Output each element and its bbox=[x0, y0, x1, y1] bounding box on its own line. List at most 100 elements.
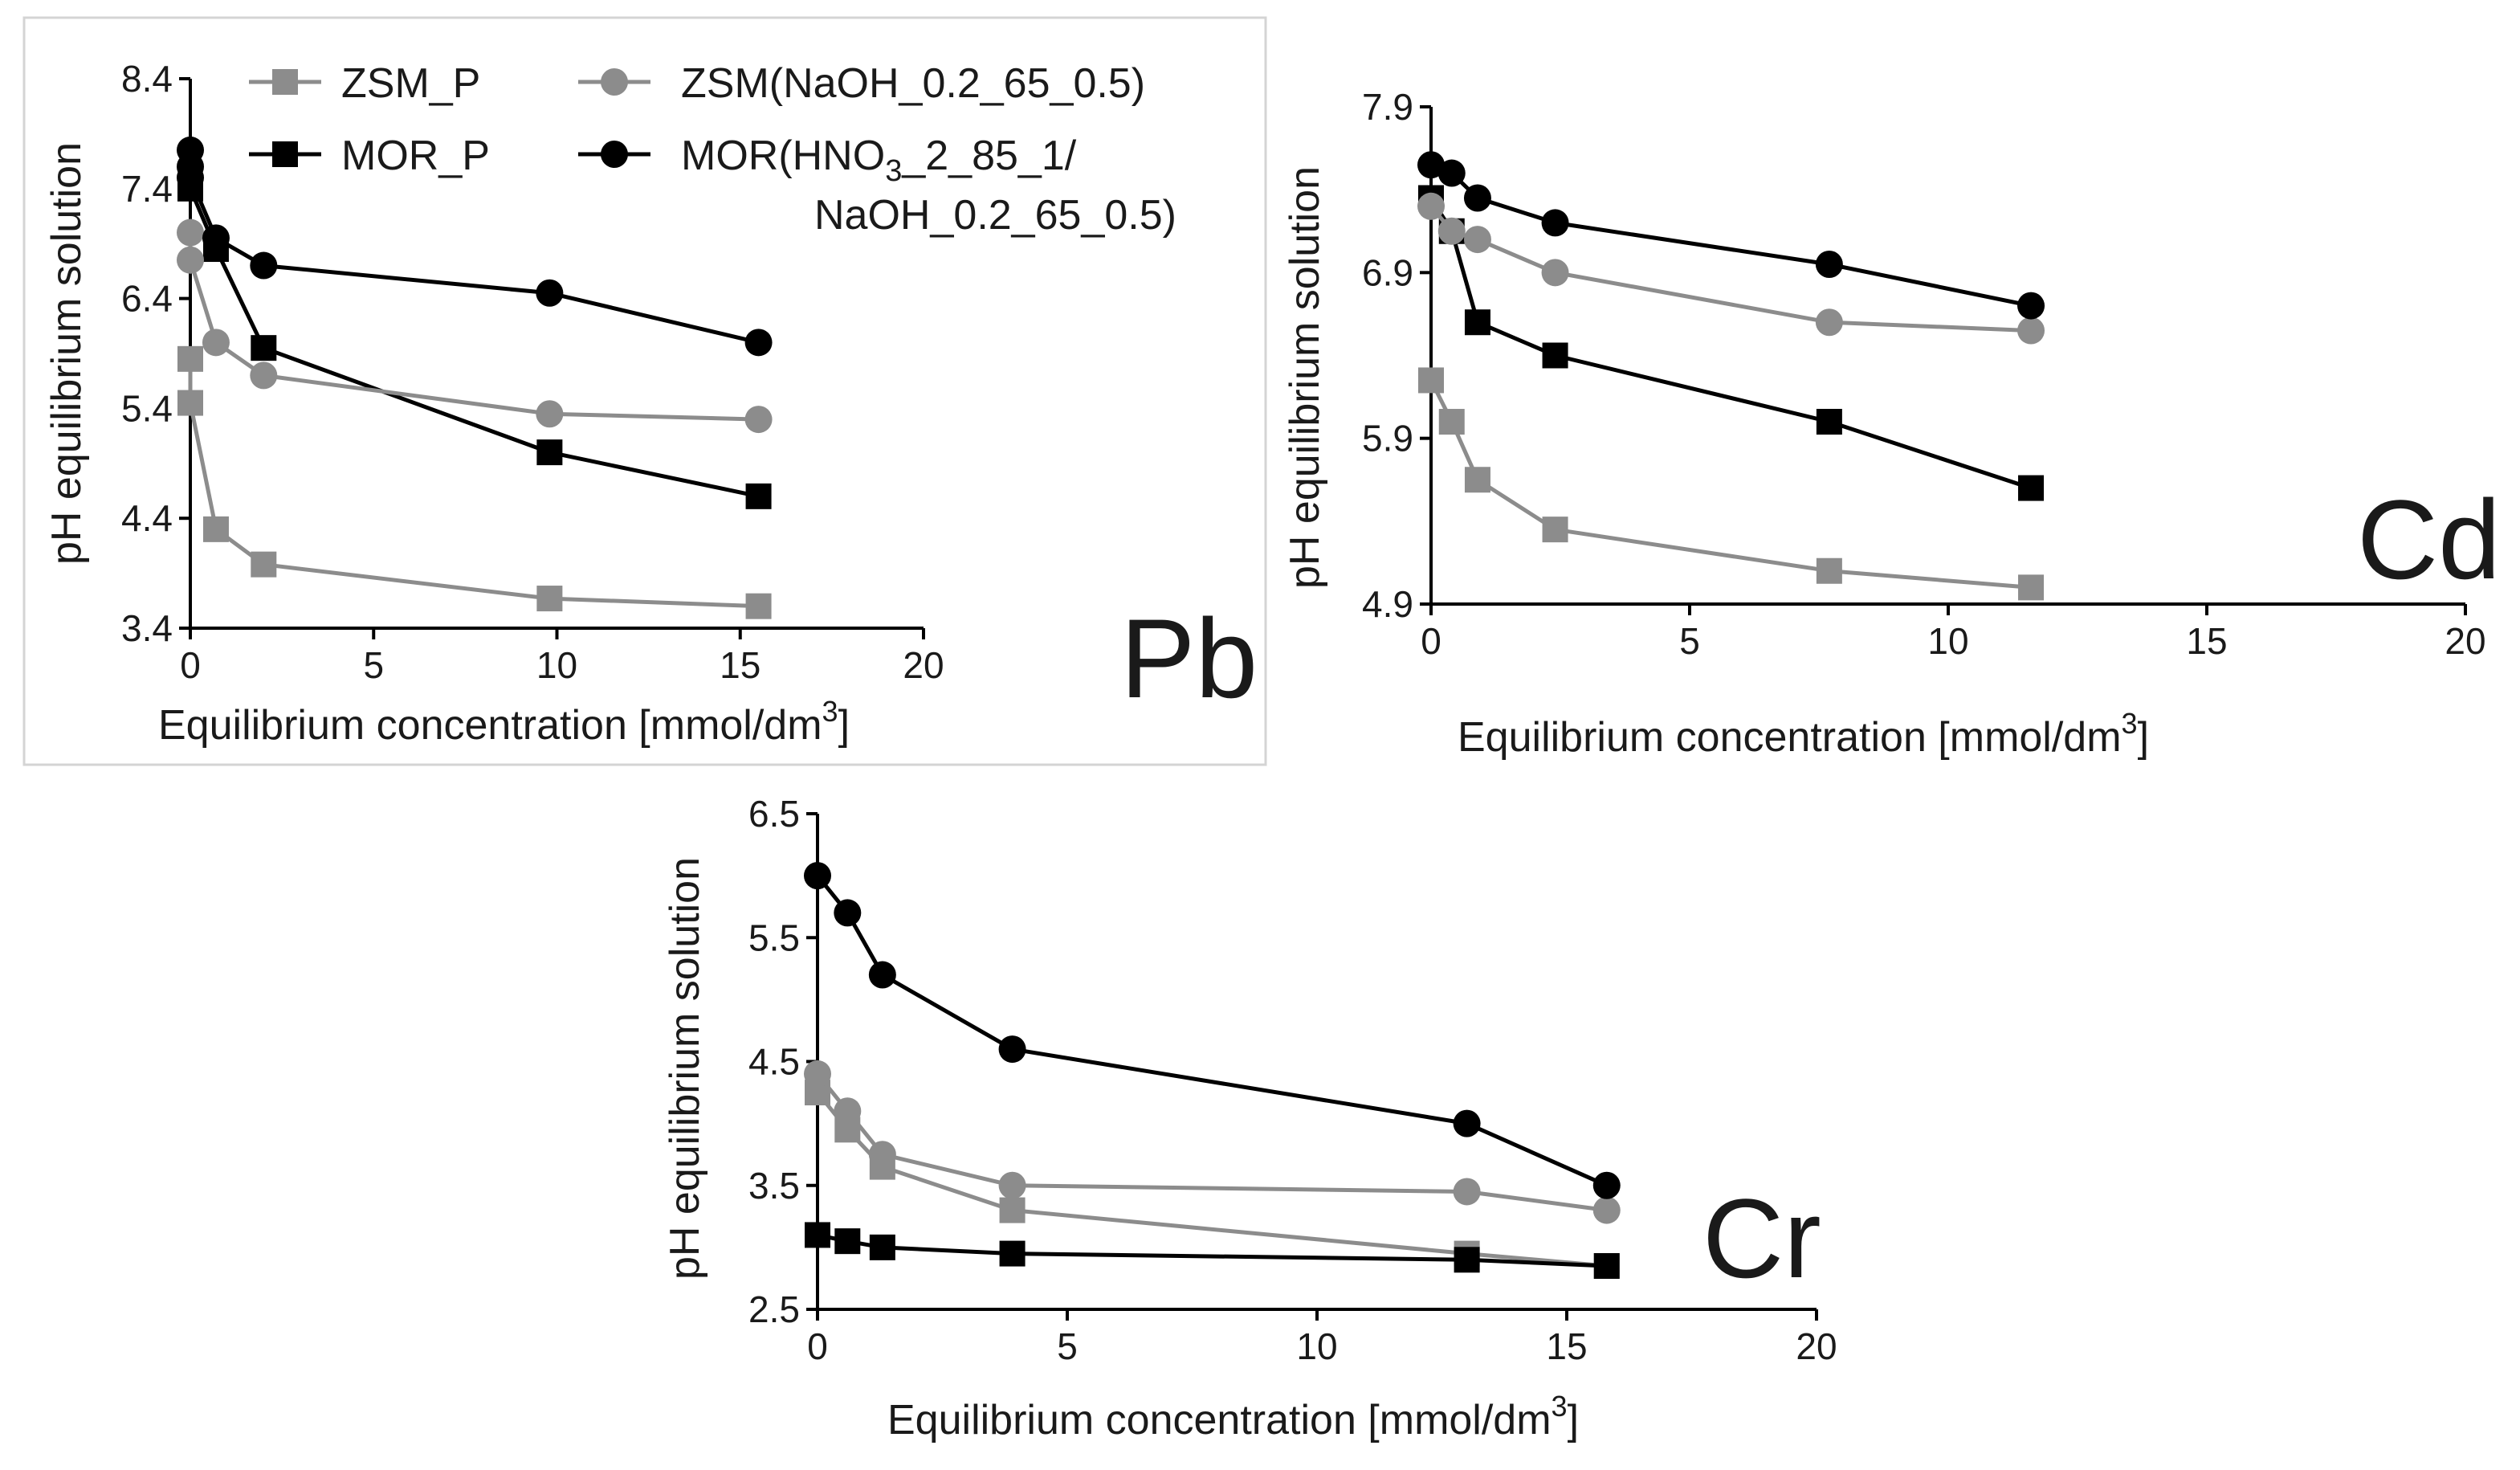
data-point-cd-mor-p bbox=[2018, 475, 2045, 501]
series-line-cr-zsm-p bbox=[816, 1091, 1608, 1268]
y-tick-label-cr: 5.5 bbox=[748, 917, 800, 958]
metal-label-cd: Cd bbox=[2357, 476, 2501, 602]
metal-label-pb: Pb bbox=[1120, 595, 1258, 721]
y-tick-label-pb: 3.4 bbox=[121, 607, 173, 649]
y-axis-title-pb: pH equilibrium solution bbox=[43, 142, 90, 565]
data-point-cr-mor-p bbox=[834, 1228, 861, 1255]
data-point-pb-mor-p bbox=[251, 335, 277, 361]
data-point-cr-mor-p bbox=[1593, 1253, 1620, 1280]
data-point-pb-zsm-naoh bbox=[202, 329, 230, 357]
data-point-cr-mor-p bbox=[805, 1222, 830, 1248]
data-point-pb-mor-hno3 bbox=[202, 224, 230, 252]
series-line-cd-mor-p bbox=[1429, 197, 2032, 490]
y-tick-label-cr: 2.5 bbox=[748, 1288, 800, 1330]
legend-marker-zsm-naoh bbox=[601, 68, 628, 96]
data-point-cd-mor-hno3 bbox=[1417, 151, 1445, 179]
data-point-cd-zsm-naoh bbox=[1437, 217, 1466, 245]
legend-marker-zsm-p bbox=[272, 69, 298, 95]
data-point-cd-zsm-p bbox=[1418, 367, 1444, 394]
x-axis-title-cd: Equilibrium concentration [mmol/dm3] bbox=[1458, 707, 2149, 761]
y-tick-label-cr: 6.5 bbox=[748, 793, 800, 835]
data-point-cd-mor-hno3 bbox=[2017, 292, 2045, 320]
x-tick-label-cr: 0 bbox=[807, 1325, 828, 1367]
pb-panel-frame bbox=[22, 16, 1267, 766]
y-tick-label-cd: 5.9 bbox=[1362, 418, 1413, 459]
y-tick-label-pb: 5.4 bbox=[121, 387, 173, 429]
x-tick-label-cd: 0 bbox=[1421, 620, 1441, 662]
y-tick-label-cr: 3.5 bbox=[748, 1165, 800, 1207]
y-tick-label-pb: 8.4 bbox=[121, 58, 173, 100]
data-point-cd-zsm-naoh bbox=[1541, 259, 1569, 287]
plot-cr: 2.5 3.5 4.5 5.5 6.5 0 5 10 15 20 bbox=[748, 793, 1837, 1367]
data-point-cd-zsm-p bbox=[1816, 557, 1842, 584]
data-point-pb-mor-p bbox=[745, 483, 772, 509]
data-point-pb-zsm-p bbox=[177, 390, 203, 416]
x-tick-label-cr: 15 bbox=[1546, 1325, 1587, 1367]
y-axis-title-cd: pH equilibrium solution bbox=[1282, 166, 1328, 589]
data-point-cr-zsm-naoh bbox=[804, 1060, 831, 1088]
legend-entry-mor-p: MOR_P bbox=[249, 133, 490, 179]
y-tick-label-cd: 6.9 bbox=[1362, 251, 1413, 293]
data-point-cd-zsm-p bbox=[2018, 574, 2045, 601]
data-point-pb-zsm-naoh bbox=[536, 400, 564, 428]
data-point-cr-zsm-naoh bbox=[1453, 1178, 1481, 1206]
data-point-pb-mor-p bbox=[536, 439, 563, 466]
series-line-cd-zsm-p bbox=[1429, 379, 2032, 590]
legend-marker-mor-p bbox=[272, 141, 298, 167]
legend-label-zsm-p: ZSM_P bbox=[341, 60, 480, 107]
data-point-cr-mor-p bbox=[1454, 1247, 1480, 1273]
y-tick-label-pb: 7.4 bbox=[121, 168, 173, 210]
plot-cd: 4.9 5.9 6.9 7.9 0 5 10 15 20 bbox=[1362, 86, 2486, 662]
data-point-pb-mor-hno3 bbox=[250, 251, 278, 280]
plot-pb: 3.4 4.4 5.4 6.4 7.4 8.4 0 5 10 15 20 bbox=[121, 58, 944, 686]
series-line-cd-zsm-naoh bbox=[1429, 205, 2032, 333]
data-point-cr-mor-p bbox=[869, 1234, 895, 1260]
y-tick-label-cd: 4.9 bbox=[1362, 583, 1413, 625]
x-tick-label-cd: 10 bbox=[1927, 620, 1968, 662]
x-tick-label-cr: 10 bbox=[1296, 1325, 1337, 1367]
legend-entry-zsm-naoh: ZSM(NaOH_0.2_65_0.5) bbox=[578, 60, 1145, 107]
data-point-cr-mor-hno3 bbox=[804, 862, 831, 890]
x-axis-title-cr: Equilibrium concentration [mmol/dm3] bbox=[887, 1390, 1579, 1443]
data-point-cd-mor-p bbox=[1542, 342, 1568, 369]
data-point-pb-mor-hno3 bbox=[536, 279, 564, 307]
legend: ZSM_P MOR_P ZSM(NaOH_0.2_65_0.5) MOR(HNO… bbox=[249, 60, 1176, 239]
y-tick-label-pb: 6.4 bbox=[121, 278, 173, 320]
x-tick-label-pb: 20 bbox=[903, 644, 944, 686]
data-point-cr-zsm-naoh bbox=[998, 1171, 1026, 1199]
x-tick-label-pb: 10 bbox=[536, 644, 577, 686]
data-point-cr-mor-hno3 bbox=[868, 961, 896, 989]
data-point-cr-mor-hno3 bbox=[834, 899, 862, 927]
data-point-cd-zsm-p bbox=[1464, 467, 1490, 493]
data-point-pb-zsm-p bbox=[251, 551, 277, 578]
x-tick-label-pb: 15 bbox=[720, 644, 760, 686]
data-point-cd-mor-hno3 bbox=[1463, 184, 1491, 212]
data-point-pb-zsm-p bbox=[202, 516, 229, 542]
x-tick-label-cr: 5 bbox=[1057, 1325, 1078, 1367]
data-point-cr-mor-hno3 bbox=[1592, 1171, 1621, 1199]
x-tick-label-cd: 20 bbox=[2445, 620, 2485, 662]
data-point-cr-mor-p bbox=[999, 1240, 1026, 1267]
data-point-cr-mor-hno3 bbox=[1453, 1109, 1481, 1137]
data-point-cr-zsm-p bbox=[999, 1197, 1026, 1223]
x-tick-label-cr: 20 bbox=[1796, 1325, 1837, 1367]
data-point-pb-mor-hno3 bbox=[177, 164, 204, 192]
data-point-pb-zsm-p bbox=[745, 593, 772, 619]
data-point-pb-zsm-naoh bbox=[744, 406, 773, 434]
x-tick-label-cd: 15 bbox=[2186, 620, 2227, 662]
data-point-pb-zsm-naoh bbox=[177, 218, 204, 247]
data-point-cr-zsm-naoh bbox=[1592, 1196, 1621, 1224]
data-point-cr-mor-hno3 bbox=[998, 1035, 1026, 1064]
series-line-cd-mor-hno3 bbox=[1430, 162, 2032, 308]
data-point-cr-zsm-naoh bbox=[868, 1141, 896, 1169]
data-point-pb-zsm-p bbox=[177, 345, 203, 372]
data-point-pb-zsm-naoh bbox=[250, 361, 278, 390]
metal-label-cr: Cr bbox=[1702, 1175, 1821, 1301]
data-point-cd-mor-p bbox=[1816, 409, 1842, 435]
data-point-pb-mor-hno3 bbox=[744, 329, 773, 357]
data-point-cd-mor-hno3 bbox=[1815, 251, 1843, 279]
data-point-pb-zsm-naoh bbox=[177, 246, 204, 274]
data-point-cd-zsm-p bbox=[1438, 409, 1465, 435]
x-tick-label-cd: 5 bbox=[1679, 620, 1700, 662]
